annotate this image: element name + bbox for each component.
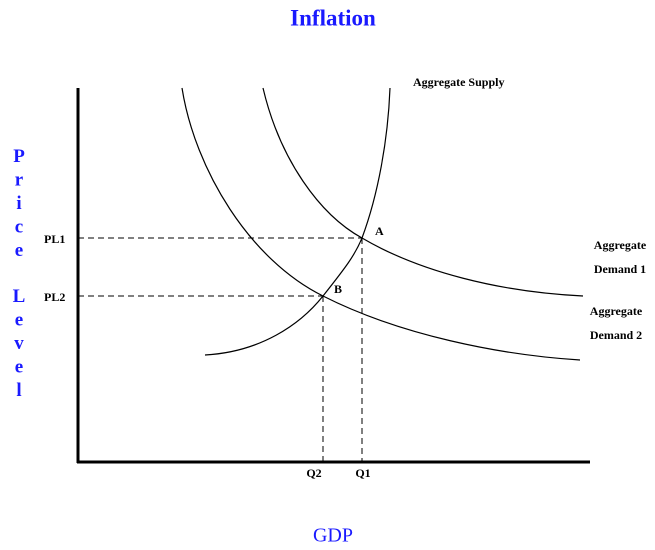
quantity-label: Q2 bbox=[306, 466, 321, 480]
curve-label: Aggregate bbox=[590, 304, 643, 318]
curve-label: Demand 2 bbox=[590, 328, 642, 342]
point-label: A bbox=[375, 224, 384, 238]
point-label: B bbox=[334, 282, 342, 296]
curve-label: Demand 1 bbox=[594, 262, 646, 276]
price-level-label: PL1 bbox=[44, 232, 65, 246]
x-axis-label: GDP bbox=[313, 525, 353, 547]
quantity-label: Q1 bbox=[355, 466, 370, 480]
curve-label: Aggregate Supply bbox=[413, 75, 504, 89]
supply-curve bbox=[204, 87, 391, 356]
demand-curve bbox=[262, 87, 584, 297]
curve-label: Aggregate bbox=[594, 238, 647, 252]
demand-curve bbox=[181, 87, 581, 361]
title: Inflation bbox=[290, 5, 376, 30]
price-level-label: PL2 bbox=[44, 290, 65, 304]
